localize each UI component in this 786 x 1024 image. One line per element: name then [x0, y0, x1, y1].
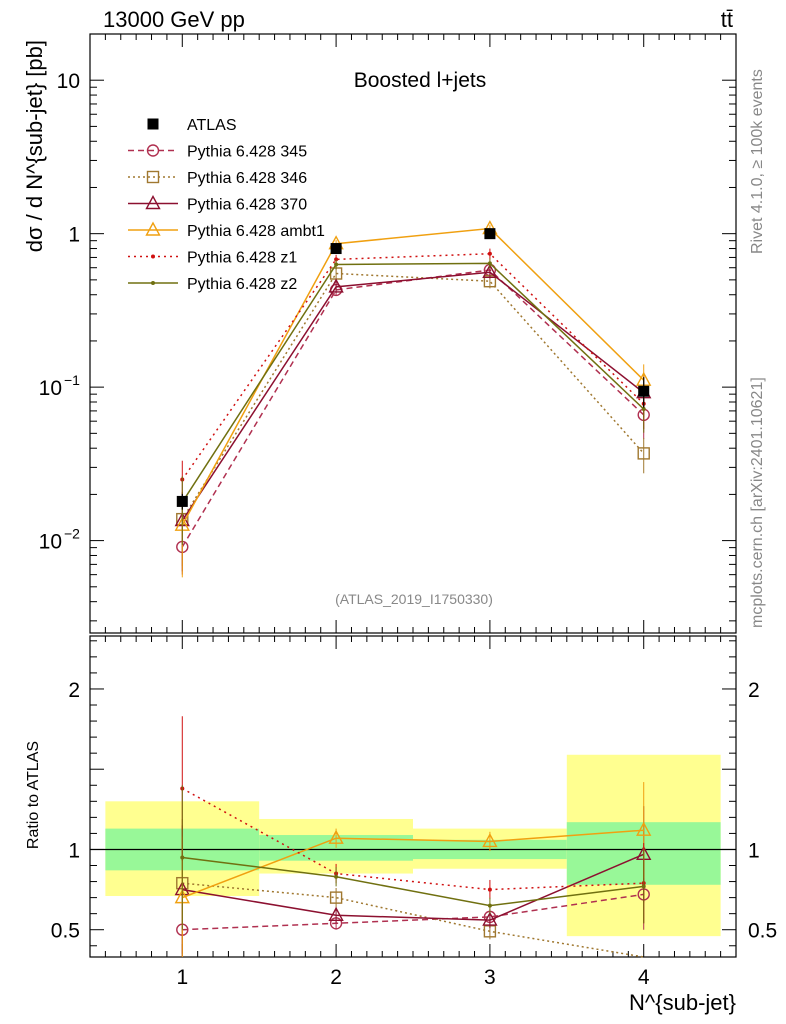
analysis-label: (ATLAS_2019_I1750330) — [335, 591, 493, 607]
data-point-ratio — [334, 874, 339, 879]
atlas-data-point — [484, 228, 496, 240]
x-tick-label: 2 — [330, 966, 342, 989]
data-point-ratio — [487, 887, 492, 892]
atlas-data-point — [330, 243, 342, 255]
rivet-label: Rivet 4.1.0, ≥ 100k events — [749, 69, 766, 254]
data-point-ratio — [636, 821, 652, 836]
series-line-main — [181, 272, 645, 520]
series-line-main — [181, 269, 645, 548]
legend-label: Pythia 6.428 z2 — [187, 276, 297, 293]
y-tick-label: 10 — [39, 531, 62, 554]
legend-label: Pythia 6.428 z1 — [187, 250, 297, 267]
series-line-ratio — [182, 829, 644, 899]
x-tick-label: 4 — [638, 966, 650, 989]
data-point-main — [637, 447, 650, 460]
data-point-ratio — [487, 903, 492, 908]
data-point-ratio — [329, 891, 343, 904]
data-point-main — [334, 257, 339, 262]
y-tick-label: 10 — [57, 70, 80, 93]
data-point-ratio — [482, 911, 498, 926]
data-point-main — [328, 278, 344, 293]
data-point-main — [641, 407, 646, 412]
legend: ATLAS Pythia 6.428 345 Pythia 6.428 346 Pyt… — [128, 117, 325, 293]
x-tick-label: 1 — [176, 966, 188, 989]
ratio-tick-label: 2 — [68, 679, 80, 702]
series-line-main — [181, 252, 645, 480]
y-tick-label: 1 — [68, 224, 80, 247]
data-point-ratio — [180, 855, 185, 860]
ratio-tick-label-right: 2 — [748, 679, 760, 702]
series-layer — [174, 220, 652, 958]
legend-marker — [145, 221, 161, 236]
legend-marker — [151, 281, 155, 285]
legend-marker — [151, 254, 155, 259]
series-line-ratio — [182, 893, 644, 931]
series-line-ratio — [181, 787, 644, 891]
series-line-ratio — [182, 856, 644, 907]
legend-marker — [146, 144, 160, 157]
legend-marker — [145, 195, 161, 210]
beam-energy-label: 13000 GeV pp — [103, 7, 245, 32]
series-line-ratio — [182, 853, 645, 921]
legend-label: Pythia 6.428 346 — [187, 170, 307, 187]
ratio-tick-label: 1 — [68, 839, 80, 862]
series-line-main — [181, 262, 645, 503]
y-axis-label: dσ / d N^{sub-jet} [pb] — [22, 40, 47, 252]
ratio-bands — [90, 754, 736, 937]
data-point-ratio — [328, 829, 344, 844]
atlas-data-point — [176, 495, 188, 507]
ratio-axis-label: Ratio to ATLAS — [25, 741, 42, 849]
data-point-ratio — [641, 884, 646, 889]
y-tick-exponent: −1 — [64, 372, 80, 388]
series-line-main — [181, 271, 645, 522]
process-label: tt̄ — [721, 7, 733, 32]
x-axis-label: N^{sub-jet} — [629, 990, 736, 1015]
data-point-main — [482, 263, 498, 279]
legend-label: ATLAS — [187, 117, 237, 134]
legend-label: Pythia 6.428 345 — [187, 144, 307, 161]
ratio-tick-label-right: 0.5 — [748, 920, 777, 943]
atlas-data-point — [638, 385, 650, 397]
mcplots-label: mcplots.cern.ch [arXiv:2401.10621] — [749, 377, 766, 628]
ratio-tick-label: 0.5 — [51, 920, 80, 943]
legend-marker — [146, 170, 160, 184]
data-point-ratio — [328, 906, 344, 921]
y-tick-exponent: −2 — [64, 526, 80, 542]
x-tick-label: 3 — [484, 966, 496, 989]
legend-label: Pythia 6.428 ambt1 — [187, 223, 325, 240]
y-tick-label: 10 — [39, 377, 62, 400]
ratio-tick-label-right: 1 — [748, 839, 760, 862]
data-point-ratio — [482, 832, 498, 848]
data-point-main — [334, 262, 339, 267]
data-point-main — [487, 261, 492, 266]
data-point-main — [487, 251, 492, 256]
legend-marker — [147, 118, 159, 130]
legend-label: Pythia 6.428 370 — [187, 197, 307, 214]
chart-title: Boosted l+jets — [354, 69, 487, 92]
